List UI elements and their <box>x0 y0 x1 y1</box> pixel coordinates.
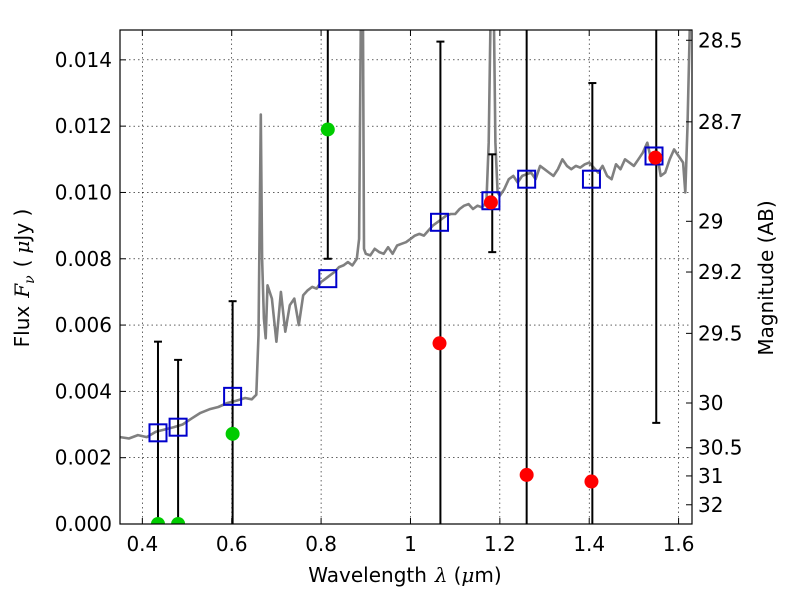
spectrum-line <box>120 30 692 440</box>
y-tick-label: 0.000 <box>55 512 112 536</box>
x-tick-label: 0.8 <box>305 532 337 556</box>
y2-tick-label: 29.5 <box>698 321 743 345</box>
y-tick-label: 0.012 <box>55 114 112 138</box>
model-photometry-marker <box>148 423 168 443</box>
non-detection-marker <box>320 122 335 137</box>
x-tick-label: 1.6 <box>663 532 695 556</box>
plot-area <box>120 30 692 524</box>
x-tick-label: 1 <box>404 532 417 556</box>
y2-axis-label: Magnitude (AB) <box>754 200 778 355</box>
detection-marker <box>648 150 663 165</box>
non-detection-marker <box>171 517 186 524</box>
x-tick-label: 1.4 <box>573 532 605 556</box>
detection-marker <box>584 474 599 489</box>
y2-tick-label: 28.7 <box>698 110 743 134</box>
non-detection-marker <box>225 426 240 441</box>
y2-tick-label: 31 <box>698 464 723 488</box>
plot-frame <box>119 29 693 525</box>
y-tick-label: 0.014 <box>55 48 112 72</box>
x-tick-label: 1.2 <box>484 532 516 556</box>
detection-marker <box>432 336 447 351</box>
y-tick-label: 0.002 <box>55 446 112 470</box>
x-axis-label: Wavelength λ (μm) <box>308 563 501 587</box>
x-axis: 0.4 0.6 0.8 1 1.2 1.4 1.6 <box>126 30 695 556</box>
y2-tick-label: 30.5 <box>698 436 743 460</box>
y-axis-label: FluxFν(μJy ) <box>10 209 38 348</box>
model-photometry-marker <box>581 169 601 189</box>
y2-tick-label: 29.2 <box>698 260 743 284</box>
y-axis-left: 0.000 0.002 0.004 0.006 0.008 0.010 0.012 0.014 <box>55 48 126 536</box>
model-photometry-marker <box>430 212 450 232</box>
model-photometry-marker <box>517 169 537 189</box>
x-tick-label: 0.6 <box>216 532 248 556</box>
y2-tick-label: 28.5 <box>698 28 743 52</box>
non-detection-marker <box>150 517 165 524</box>
model-photometry-marker <box>223 386 243 406</box>
y-axis-right: 28.5 28.7 29 29.2 29.5 30 30.5 31 32 <box>686 28 743 517</box>
grid <box>120 30 692 525</box>
y2-tick-label: 29 <box>698 209 723 233</box>
detection-marker <box>483 195 498 210</box>
y-tick-label: 0.008 <box>55 247 112 271</box>
x-tick-label: 0.4 <box>126 532 158 556</box>
y2-tick-label: 30 <box>698 391 723 415</box>
model-photometry-marker <box>318 269 338 289</box>
y2-tick-label: 32 <box>698 493 723 517</box>
y-tick-label: 0.010 <box>55 180 112 204</box>
detection-marker <box>519 467 534 482</box>
y-tick-label: 0.004 <box>55 379 112 403</box>
y-tick-label: 0.006 <box>55 313 112 337</box>
model-photometry-marker <box>168 417 188 437</box>
